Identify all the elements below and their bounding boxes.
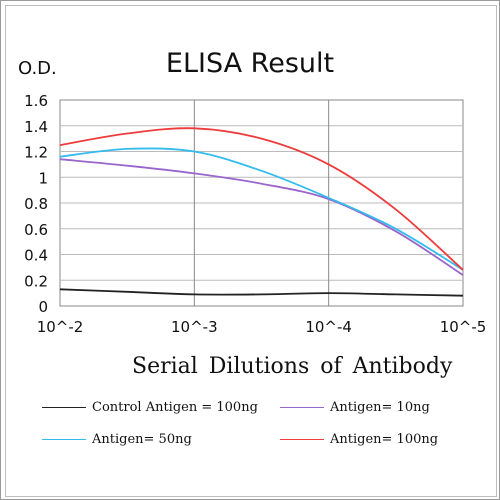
y-axis-label: O.D. bbox=[18, 58, 57, 79]
legend-swatch-100ng bbox=[280, 439, 324, 440]
series-line-antigen-50ng bbox=[59, 147, 464, 271]
legend-swatch-10ng bbox=[280, 407, 324, 408]
series-line-antigen-100ng bbox=[59, 127, 464, 271]
legend-item-50ng: Antigen= 50ng bbox=[42, 432, 192, 447]
y-tick-label: 0.4 bbox=[24, 247, 48, 265]
legend-item-10ng: Antigen= 10ng bbox=[280, 400, 430, 415]
x-tick-label: 10^-4 bbox=[305, 318, 352, 336]
legend-label-control: Control Antigen = 100ng bbox=[92, 400, 258, 415]
y-tick-label: 0 bbox=[38, 298, 48, 316]
y-tick-label: 0.6 bbox=[24, 221, 48, 239]
series-line-control-100ng bbox=[59, 288, 464, 297]
legend-label-10ng: Antigen= 10ng bbox=[330, 400, 430, 415]
y-tick-label: 0.8 bbox=[24, 195, 48, 213]
y-tick-label: 0.2 bbox=[24, 272, 48, 290]
y-tick-label: 1.4 bbox=[24, 118, 48, 136]
chart-title: ELISA Result bbox=[165, 48, 335, 79]
legend-item-100ng: Antigen= 100ng bbox=[280, 432, 438, 447]
y-tick-label: 1.2 bbox=[24, 144, 48, 162]
chart-inner-border bbox=[5, 5, 497, 497]
legend-swatch-control bbox=[42, 407, 86, 408]
x-tick-label: 10^-2 bbox=[37, 318, 84, 336]
x-axis-label: Serial Dilutions of Antibody bbox=[132, 354, 453, 379]
x-tick-label: 10^-3 bbox=[171, 318, 218, 336]
x-tick-label: 10^-5 bbox=[440, 318, 487, 336]
y-tick-label: 1 bbox=[38, 169, 48, 187]
legend-label-100ng: Antigen= 100ng bbox=[330, 432, 439, 447]
legend-swatch-50ng bbox=[42, 439, 86, 440]
y-tick-label: 1.6 bbox=[24, 92, 48, 110]
legend-label-50ng: Antigen= 50ng bbox=[92, 432, 192, 447]
legend-item-control: Control Antigen = 100ng bbox=[42, 400, 258, 415]
series-line-antigen-10ng bbox=[59, 158, 464, 276]
